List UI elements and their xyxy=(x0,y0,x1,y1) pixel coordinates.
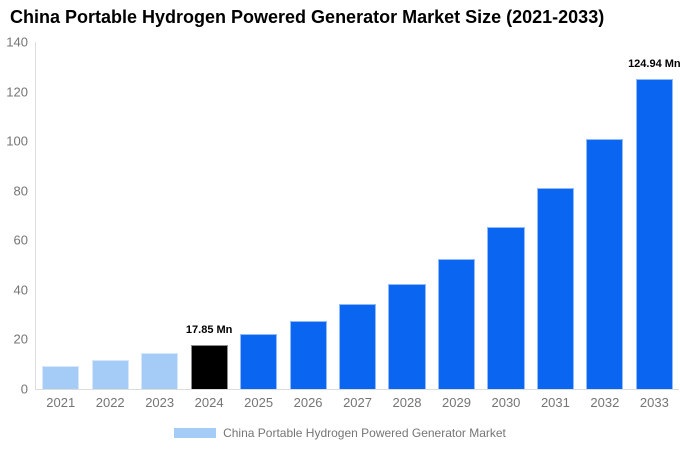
x-label-2033: 2033 xyxy=(639,395,669,410)
bar-value-label-2033: 124.94 Mn xyxy=(628,58,680,71)
bar-2029[interactable] xyxy=(437,258,476,389)
x-label-2032: 2032 xyxy=(590,395,620,410)
bar-group-2030: 2030 xyxy=(481,42,530,410)
bar-group-2031: 2031 xyxy=(531,42,580,410)
y-tick-140: 140 xyxy=(6,34,28,50)
legend-swatch xyxy=(174,428,217,438)
x-label-2031: 2031 xyxy=(540,395,570,410)
y-tick-40: 40 xyxy=(13,282,28,298)
x-label-2029: 2029 xyxy=(442,395,471,410)
bar-group-2026: 2026 xyxy=(283,42,332,410)
x-label-2023: 2023 xyxy=(145,395,175,410)
bar-group-2028: 2028 xyxy=(382,42,431,410)
y-axis: 0 20 40 60 80 100 120 140 xyxy=(0,36,30,396)
y-tick-20: 20 xyxy=(13,331,28,347)
plot-area: 2021 2022 2023 17.85 Mn 2024 2025 2026 2027 2028… xyxy=(35,42,680,410)
x-label-2021: 2021 xyxy=(46,395,76,410)
y-tick-80: 80 xyxy=(13,183,28,199)
bar-2023[interactable] xyxy=(141,353,179,389)
bar-2028[interactable] xyxy=(388,283,426,389)
bar-2033[interactable]: 124.94 Mn xyxy=(628,58,680,389)
x-label-2025: 2025 xyxy=(244,395,274,410)
bar-2030[interactable] xyxy=(487,227,525,389)
bar-group-2025: 2025 xyxy=(234,42,283,410)
bar-value-label-2024: 17.85 Mn xyxy=(185,323,233,336)
x-label-2022: 2022 xyxy=(95,395,125,410)
bar-group-2029: 2029 xyxy=(432,42,481,410)
bar-group-2033: 124.94 Mn 2033 xyxy=(628,42,680,410)
bar-2027[interactable] xyxy=(339,304,377,389)
bar-2024[interactable]: 17.85 Mn xyxy=(186,324,232,389)
x-label-2024: 2024 xyxy=(194,395,224,410)
bar-2026[interactable] xyxy=(289,320,327,389)
bar-2022[interactable] xyxy=(91,360,129,389)
bar-2021[interactable] xyxy=(42,365,80,389)
y-tick-0: 0 xyxy=(20,381,28,397)
bar-2031[interactable] xyxy=(536,187,574,389)
y-tick-100: 100 xyxy=(6,133,28,149)
x-label-2026: 2026 xyxy=(293,395,323,410)
y-tick-60: 60 xyxy=(13,232,28,248)
y-tick-120: 120 xyxy=(6,84,28,100)
bar-group-2023: 2023 xyxy=(135,42,184,410)
bar-2032[interactable] xyxy=(586,139,624,389)
bar-group-2032: 2032 xyxy=(580,42,629,410)
legend-label: China Portable Hydrogen Powered Generato… xyxy=(223,426,506,440)
x-label-2027: 2027 xyxy=(343,395,372,410)
bar-group-2021: 2021 xyxy=(36,42,85,410)
chart-title: China Portable Hydrogen Powered Generato… xyxy=(10,7,605,27)
x-label-2028: 2028 xyxy=(392,395,422,410)
bar-2025[interactable] xyxy=(240,334,278,389)
x-label-2030: 2030 xyxy=(491,395,521,410)
bar-group-2027: 2027 xyxy=(333,42,382,410)
bar-group-2022: 2022 xyxy=(85,42,134,410)
legend: China Portable Hydrogen Powered Generato… xyxy=(0,426,680,440)
bar-group-2024: 17.85 Mn 2024 xyxy=(184,42,233,410)
